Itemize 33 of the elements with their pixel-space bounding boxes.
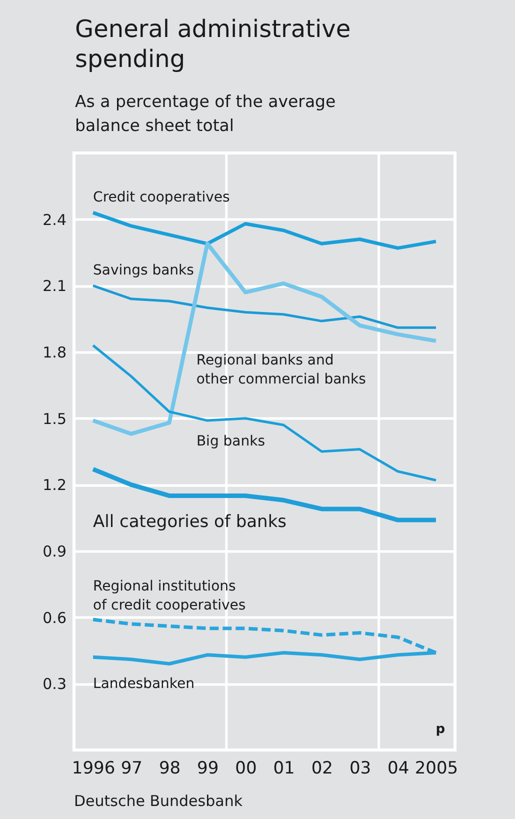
annotation: p [436, 722, 445, 737]
x-tick-label: 97 [120, 758, 142, 778]
y-tick-label: 1.8 [42, 344, 66, 362]
x-tick-label: 2005 [414, 758, 458, 778]
y-tick-label: 0.9 [42, 542, 66, 560]
x-tick-label: 99 [197, 758, 219, 778]
series-label: Regional banks and other commercial banks [196, 352, 366, 388]
text: Deutsche Bundesbank [74, 792, 243, 810]
series-label: All categories of banks [93, 512, 287, 532]
x-tick-label: 03 [349, 758, 372, 778]
y-tick-label: 0.3 [42, 675, 66, 694]
chart-title: General administrative spending [75, 14, 352, 74]
x-tick-label: 02 [311, 758, 333, 778]
series-label: Regional institutions of credit cooperatives [93, 578, 246, 614]
x-tick-label: 98 [158, 758, 181, 778]
y-tick-label: 2.1 [42, 277, 66, 296]
series-label: Big banks [196, 433, 266, 450]
y-tick-label: 0.6 [42, 608, 66, 627]
y-tick-label: 1.2 [42, 476, 66, 494]
x-tick-label: 00 [235, 758, 257, 778]
y-tick-label: 1.5 [42, 410, 66, 428]
line-series [92, 344, 438, 482]
y-tick-label: 2.4 [42, 210, 66, 229]
x-tick-label: 1996 [72, 758, 116, 778]
series-label: Savings banks [93, 262, 194, 279]
chart-subtitle: As a percentage of the average balance sheet total [75, 91, 337, 137]
x-tick-label: 01 [273, 758, 295, 778]
x-tick-label: 04 [388, 758, 410, 778]
line-series [91, 210, 438, 250]
series-label: Credit cooperatives [93, 190, 230, 206]
line-series [92, 284, 438, 329]
line-series [91, 242, 438, 436]
series-label: Landesbanken [93, 676, 195, 692]
